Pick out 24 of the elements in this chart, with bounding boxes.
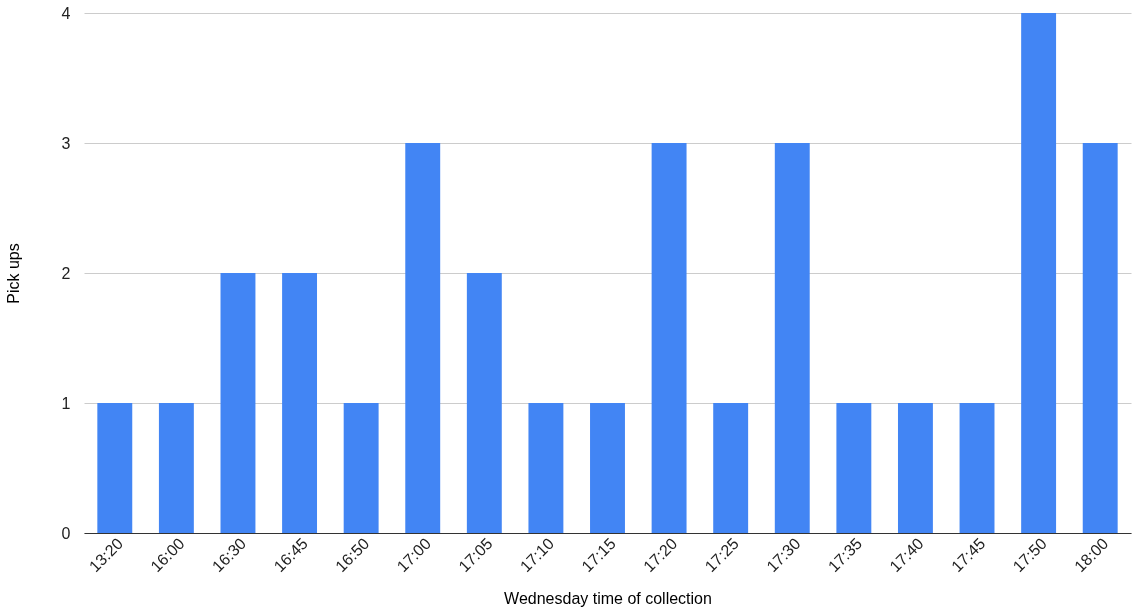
bar (158, 403, 194, 533)
bar (220, 273, 256, 533)
bar (651, 143, 687, 533)
y-tick-label: 3 (61, 134, 71, 152)
bar (405, 143, 441, 533)
bar (1021, 13, 1057, 533)
y-tick-label: 0 (61, 524, 71, 542)
bar (1082, 143, 1118, 533)
bar (343, 403, 379, 533)
bar (590, 403, 625, 533)
bar (897, 403, 933, 533)
bar (836, 403, 872, 533)
bar (282, 273, 318, 533)
bar (774, 143, 810, 533)
y-axis-title: Pick ups (4, 243, 22, 304)
bar (528, 403, 564, 533)
x-axis-title: Wednesday time of collection (504, 590, 712, 608)
bar (97, 403, 133, 533)
y-tick-label: 4 (61, 4, 71, 22)
y-tick-label: 1 (61, 394, 71, 412)
y-tick-label: 2 (61, 264, 71, 282)
bar (713, 403, 749, 533)
bar (959, 403, 995, 533)
bar (466, 273, 502, 533)
